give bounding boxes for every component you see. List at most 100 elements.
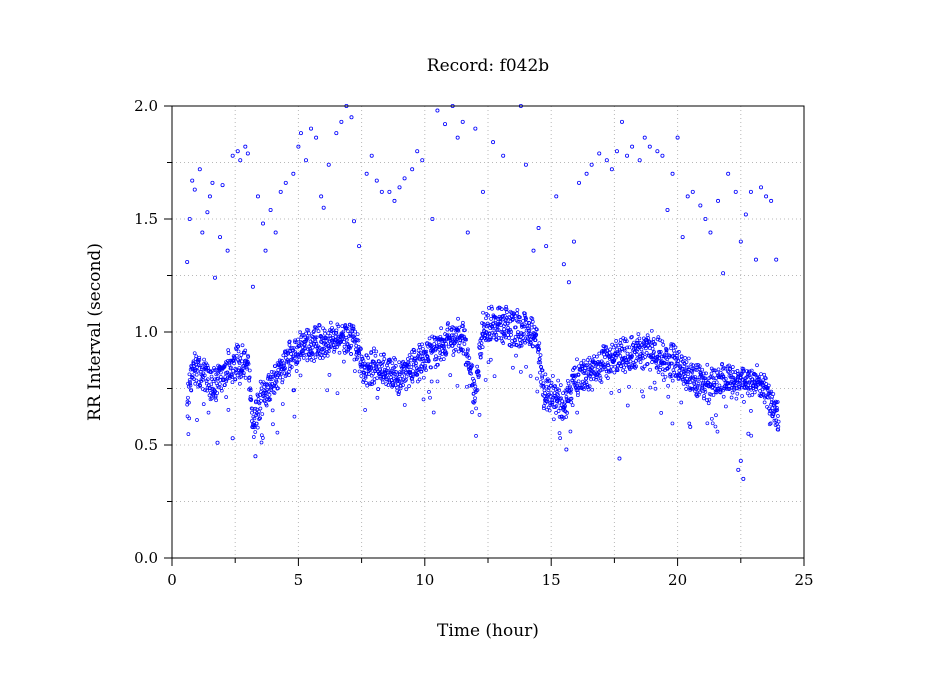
- rr-point: [249, 397, 254, 402]
- rr-point: [607, 351, 612, 355]
- rr-point: [564, 395, 569, 399]
- rr-point: [246, 362, 251, 366]
- rr-point: [275, 430, 280, 435]
- rr-point: [374, 349, 379, 354]
- rr-point: [215, 391, 220, 395]
- rr-point: [295, 360, 300, 365]
- rr-point: [461, 320, 465, 325]
- rr-point: [748, 386, 753, 390]
- rr-point: [353, 347, 358, 352]
- rr-point: [414, 361, 418, 366]
- rr-point: [505, 321, 510, 326]
- rr-point: [773, 404, 777, 409]
- rr-point: [665, 357, 670, 362]
- rr-point: [404, 374, 409, 379]
- rr-point: [730, 385, 734, 390]
- rr-point: [282, 367, 287, 371]
- rr-outlier-point: [278, 189, 283, 194]
- rr-point: [620, 346, 624, 351]
- rr-point: [579, 383, 584, 387]
- rr-outlier-point: [215, 440, 220, 445]
- rr-point: [490, 306, 494, 311]
- rr-point: [766, 385, 770, 390]
- rr-point: [679, 354, 684, 359]
- rr-point: [235, 345, 240, 349]
- rr-point: [252, 425, 257, 430]
- rr-point: [474, 406, 478, 411]
- rr-point: [352, 357, 357, 362]
- rr-outlier-point: [660, 153, 665, 158]
- rr-point: [661, 367, 665, 372]
- rr-point: [248, 388, 253, 393]
- rr-point: [488, 337, 493, 342]
- rr-outlier-point: [703, 216, 708, 221]
- rr-point: [341, 329, 346, 334]
- rr-point: [292, 356, 297, 360]
- rr-point: [741, 367, 746, 371]
- rr-point: [573, 365, 577, 370]
- rr-point: [614, 355, 618, 360]
- rr-point: [235, 353, 239, 358]
- rr-point: [226, 407, 231, 412]
- rr-point: [584, 376, 589, 381]
- rr-point: [703, 378, 708, 383]
- rr-point: [606, 363, 611, 367]
- rr-point: [629, 335, 633, 340]
- rr-point: [696, 382, 701, 386]
- rr-point: [726, 369, 730, 374]
- rr-point: [759, 392, 764, 396]
- rr-point: [734, 396, 739, 401]
- rr-outlier-point: [589, 162, 594, 167]
- rr-point: [188, 380, 192, 384]
- rr-point: [415, 366, 419, 370]
- rr-point: [572, 380, 577, 385]
- rr-point: [465, 353, 470, 357]
- rr-point: [250, 419, 254, 423]
- rr-outlier-point: [410, 167, 415, 172]
- rr-outlier-point: [741, 476, 746, 481]
- rr-point: [363, 408, 367, 412]
- rr-point: [629, 365, 634, 370]
- rr-point: [325, 353, 330, 358]
- rr-point: [479, 352, 484, 356]
- rr-point: [404, 378, 408, 382]
- rr-point: [715, 429, 720, 434]
- rr-point: [483, 378, 488, 382]
- rr-point: [666, 394, 671, 399]
- rr-outlier-point: [531, 248, 536, 253]
- rr-point: [540, 375, 545, 380]
- rr-point: [714, 376, 718, 381]
- rr-point: [547, 378, 552, 383]
- rr-point: [730, 365, 735, 369]
- rr-point: [240, 359, 244, 364]
- rr-point: [291, 348, 295, 353]
- rr-point: [224, 379, 229, 384]
- rr-point: [498, 319, 503, 324]
- rr-point: [332, 345, 337, 350]
- rr-point: [670, 421, 675, 426]
- rr-point: [195, 369, 200, 373]
- rr-point: [536, 360, 541, 365]
- rr-point: [711, 393, 716, 397]
- rr-outlier-point: [283, 180, 288, 185]
- rr-point: [726, 381, 731, 386]
- rr-point: [717, 383, 722, 388]
- rr-point: [644, 346, 648, 351]
- rr-point: [680, 367, 684, 371]
- rr-point: [429, 365, 433, 370]
- rr-outlier-point: [544, 244, 549, 249]
- rr-point: [646, 336, 651, 341]
- rr-point: [296, 337, 300, 342]
- rr-point: [476, 375, 481, 379]
- rr-outlier-point: [680, 235, 685, 240]
- rr-outlier-point: [339, 119, 344, 124]
- rr-point: [254, 421, 259, 426]
- rr-point: [704, 371, 708, 376]
- rr-point: [319, 334, 323, 338]
- rr-point: [354, 352, 359, 357]
- rr-point: [377, 359, 381, 364]
- rr-point: [565, 411, 570, 415]
- rr-point: [640, 389, 644, 394]
- rr-point: [359, 354, 364, 359]
- rr-point: [330, 338, 335, 343]
